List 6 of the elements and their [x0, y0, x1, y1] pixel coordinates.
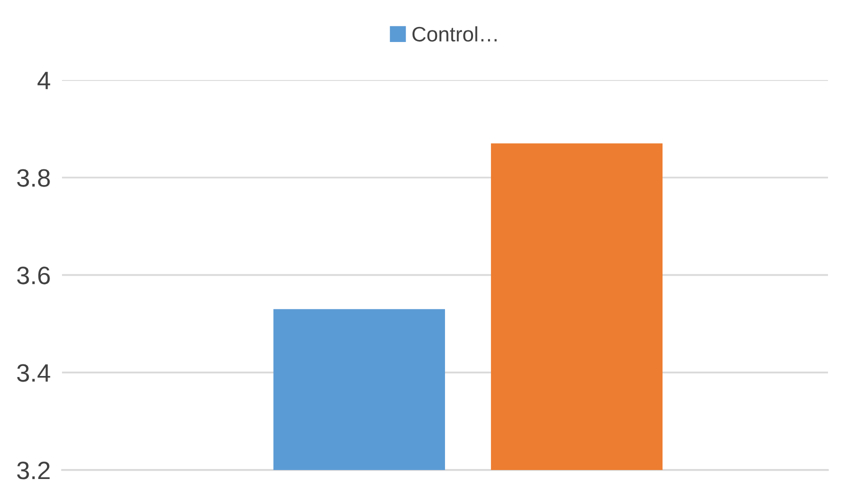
- y-tick-label: 3.8: [17, 169, 50, 187]
- y-tick-label: 3.6: [17, 266, 50, 284]
- y-tick-label: 3.2: [17, 462, 50, 480]
- legend-label: Control…: [412, 26, 497, 42]
- y-tick-label: 3.4: [17, 364, 50, 382]
- y-tick-label: 4: [38, 72, 50, 90]
